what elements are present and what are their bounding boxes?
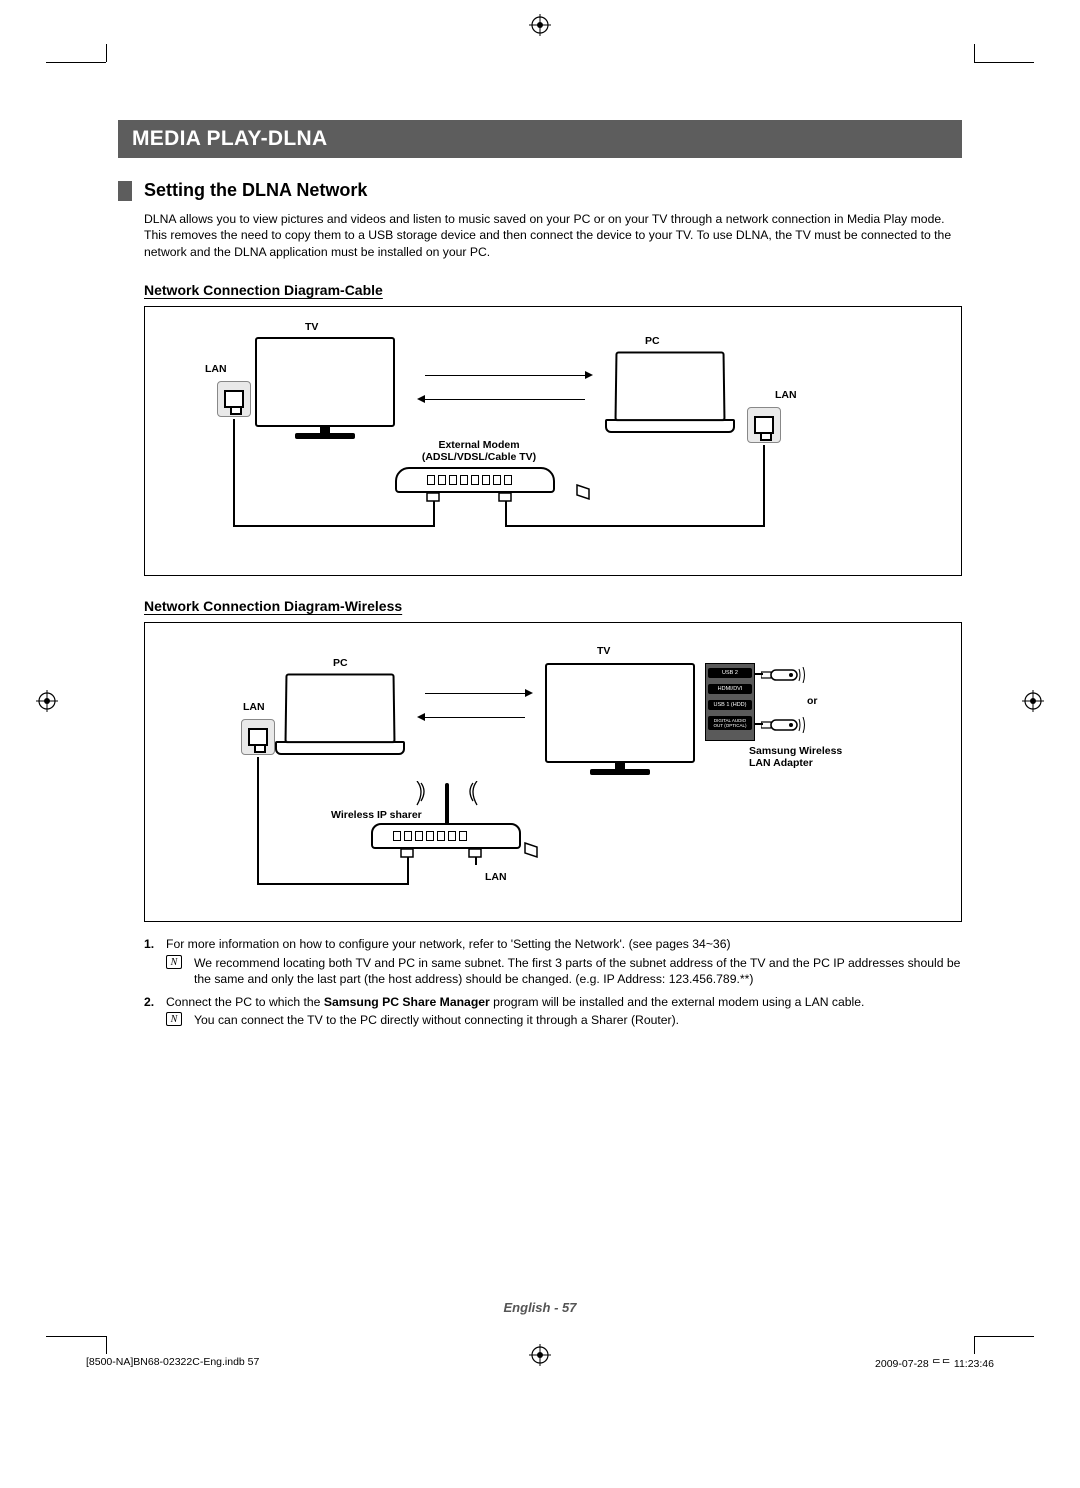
plug-icon: [399, 847, 415, 859]
tv-icon: [545, 663, 695, 763]
label-tv: TV: [305, 321, 318, 334]
registration-mark-icon: [36, 690, 58, 712]
lan-port-icon: [747, 407, 781, 443]
page-footer: English - 57: [118, 1300, 962, 1315]
crop-mark: [974, 1336, 1034, 1337]
print-footer-right: 2009-07-28 ᄃᄃ 11:23:46: [875, 1356, 994, 1371]
note-text: For more information on how to configure…: [166, 937, 731, 951]
crop-mark: [106, 1336, 107, 1354]
cable-line: [257, 757, 259, 883]
crop-mark: [974, 44, 975, 62]
cable-line: [233, 419, 235, 525]
arrow-head-icon: [525, 689, 533, 697]
label-modem-1: External Modem: [409, 439, 549, 452]
arrow-icon: [425, 717, 525, 718]
registration-mark-icon: [529, 14, 551, 36]
note-text-post: program will be installed and the extern…: [490, 995, 865, 1009]
usb-slot-label: USB 1 (HDD): [708, 700, 752, 710]
diagram-cable-heading: Network Connection Diagram-Cable: [144, 282, 962, 298]
cable-line: [257, 883, 407, 885]
label-pc: PC: [645, 335, 660, 348]
wireless-dongle-icon: [761, 717, 807, 733]
crop-mark: [974, 62, 1034, 63]
crop-mark: [106, 44, 107, 62]
label-router: Wireless IP sharer: [331, 809, 422, 822]
plug-icon: [425, 491, 441, 503]
optical-slot-label: DIGITAL AUDIO OUT (OPTICAL): [708, 716, 752, 730]
label-lan-bottom: LAN: [485, 871, 507, 884]
plug-icon: [523, 841, 539, 861]
page-content: MEDIA PLAY-DLNA Setting the DLNA Network…: [118, 120, 962, 1035]
label-lan-right: LAN: [775, 389, 797, 402]
hdmi-slot-label: HDMI/DVI: [708, 684, 752, 694]
plug-icon: [467, 847, 483, 859]
modem-icon: [395, 467, 555, 493]
lan-port-icon: [241, 719, 275, 755]
registration-mark-icon: [529, 1344, 551, 1366]
usb-panel: USB 2 HDMI/DVI USB 1 (HDD) DIGITAL AUDIO…: [705, 663, 755, 741]
crop-mark: [46, 62, 106, 63]
usb-slot-label: USB 2: [708, 668, 752, 678]
note-text-pre: Connect the PC to which the: [166, 995, 324, 1009]
arrow-icon: [425, 693, 525, 694]
diagram-cable: TV LAN PC LAN External Modem (ADSL/VDSL/…: [144, 306, 962, 576]
note-sub-text: You can connect the TV to the PC directl…: [194, 1013, 679, 1027]
arrow-head-icon: [585, 371, 593, 379]
section-description: DLNA allows you to view pictures and vid…: [144, 211, 962, 260]
router-icon: [371, 823, 521, 849]
label-tv: TV: [597, 645, 610, 658]
label-pc: PC: [333, 657, 348, 670]
crop-mark: [46, 1336, 106, 1337]
label-adapter-1: Samsung Wireless: [749, 745, 842, 758]
plug-icon: [497, 491, 513, 503]
cable-line: [755, 673, 763, 675]
cable-line: [505, 525, 765, 527]
label-lan-left: LAN: [243, 701, 265, 714]
note-sub-text: We recommend locating both TV and PC in …: [194, 956, 960, 986]
arrow-icon: [425, 375, 585, 376]
arrow-head-icon: [417, 395, 425, 403]
print-footer-left: [8500-NA]BN68-02322C-Eng.indb 57: [86, 1356, 259, 1368]
arrow-head-icon: [417, 713, 425, 721]
chapter-title: MEDIA PLAY-DLNA: [118, 120, 962, 158]
note-sub: N We recommend locating both TV and PC i…: [166, 955, 962, 988]
laptop-icon: [285, 673, 405, 755]
wifi-waves-icon: [413, 781, 483, 821]
note-item: 2. Connect the PC to which the Samsung P…: [144, 994, 962, 1029]
section-block-icon: [118, 181, 132, 201]
section-heading: Setting the DLNA Network: [144, 180, 367, 201]
note-sub: N You can connect the TV to the PC direc…: [166, 1012, 962, 1028]
wireless-dongle-icon: [761, 667, 807, 683]
section-heading-row: Setting the DLNA Network: [118, 180, 962, 201]
note-text-bold: Samsung PC Share Manager: [324, 995, 490, 1009]
crop-mark: [974, 1336, 975, 1354]
note-icon: N: [166, 955, 182, 969]
tv-stand-icon: [295, 433, 355, 439]
label-modem-2: (ADSL/VDSL/Cable TV): [409, 451, 549, 464]
label-or: or: [807, 695, 818, 708]
plug-icon: [575, 483, 591, 503]
registration-mark-icon: [1022, 690, 1044, 712]
label-lan-left: LAN: [205, 363, 227, 376]
notes-list: 1. For more information on how to config…: [144, 936, 962, 1028]
note-number: 2.: [144, 994, 154, 1010]
note-number: 1.: [144, 936, 154, 952]
label-adapter-2: LAN Adapter: [749, 757, 813, 770]
tv-stand-icon: [590, 769, 650, 775]
diagram-wireless-heading: Network Connection Diagram-Wireless: [144, 598, 962, 614]
laptop-icon: [615, 351, 735, 433]
tv-icon: [255, 337, 395, 427]
note-item: 1. For more information on how to config…: [144, 936, 962, 987]
cable-line: [763, 445, 765, 527]
diagram-wireless: PC TV LAN LAN Wireless IP sharer or Sams…: [144, 622, 962, 922]
arrow-icon: [425, 399, 585, 400]
lan-port-icon: [217, 381, 251, 417]
cable-line: [233, 525, 433, 527]
cable-line: [755, 723, 763, 725]
note-icon: N: [166, 1012, 182, 1026]
